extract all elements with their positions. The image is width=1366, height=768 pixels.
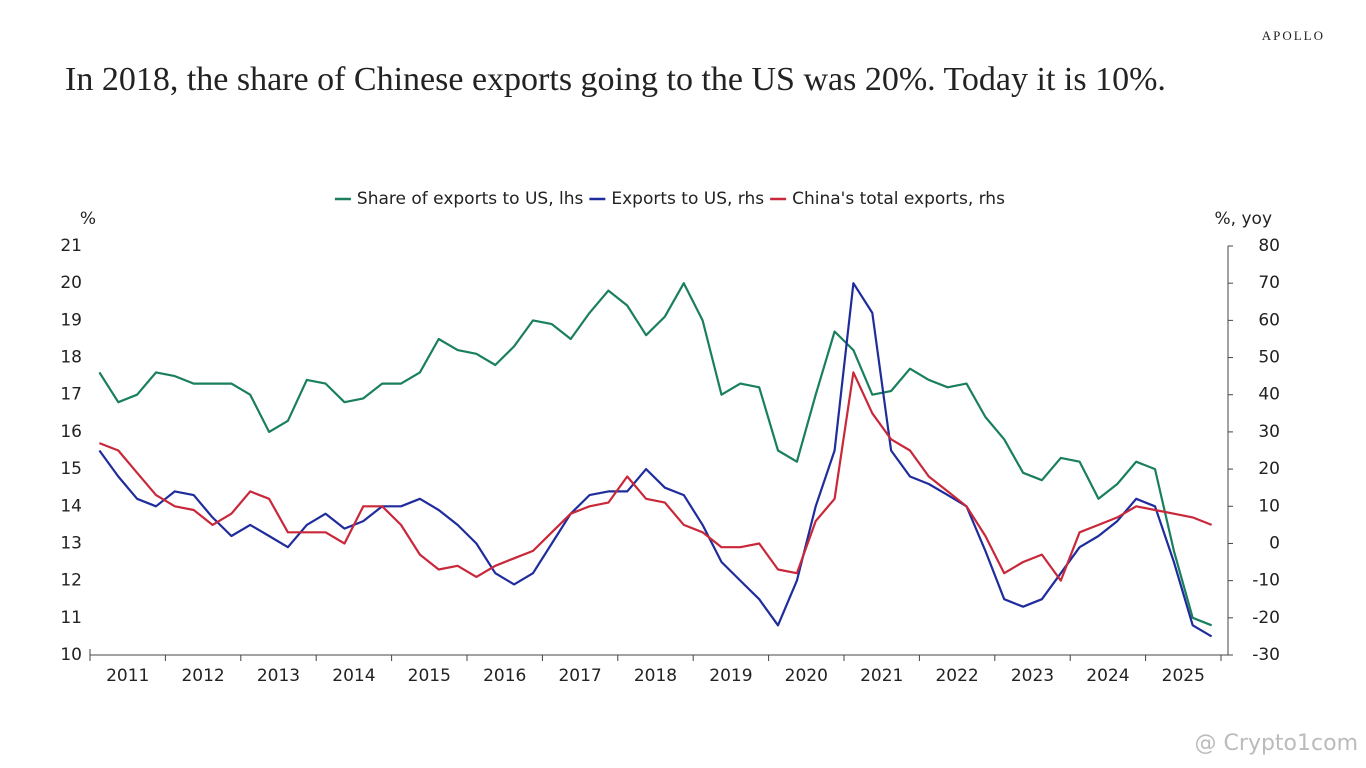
x-tick-label: 2022 <box>935 666 978 686</box>
y-axis-label: % <box>80 209 96 229</box>
x-tick-label: 2015 <box>408 666 451 686</box>
y2-tick-label: 60 <box>1258 310 1280 330</box>
y2-tick-label: 50 <box>1258 348 1280 368</box>
x-tick-label: 2017 <box>558 666 601 686</box>
y2-tick-label: -20 <box>1252 608 1280 628</box>
legend: Share of exports to US, lhs Exports to US… <box>334 189 1005 209</box>
y-tick-label: 18 <box>60 348 82 368</box>
legend-label: Exports to US, rhs <box>611 189 764 209</box>
y-tick-label: 15 <box>60 459 82 479</box>
x-tick-label: 2025 <box>1162 666 1205 686</box>
y2-tick-label: 30 <box>1258 422 1280 442</box>
x-tick-label: 2011 <box>106 666 149 686</box>
y-tick-label: 19 <box>60 310 82 330</box>
y2-tick-label: 40 <box>1258 385 1280 405</box>
x-tick-label: 2013 <box>257 666 300 686</box>
y2-tick-label: -30 <box>1252 645 1280 665</box>
series-line <box>98 282 1213 638</box>
x-tick-label: 2020 <box>785 666 828 686</box>
y-tick-label: 11 <box>60 608 82 628</box>
y-tick-label: 12 <box>60 571 82 591</box>
y2-tick-label: 0 <box>1269 533 1280 553</box>
y2-axis-label: %, yoy <box>1215 209 1272 229</box>
y2-tick-label: 20 <box>1258 459 1280 479</box>
y-tick-label: 16 <box>60 422 82 442</box>
legend-label: China's total exports, rhs <box>792 189 1005 209</box>
y2-tick-label: 10 <box>1258 496 1280 516</box>
x-tick-label: 2018 <box>634 666 677 686</box>
x-tick-label: 2012 <box>181 666 224 686</box>
y2-tick-label: 70 <box>1258 273 1280 293</box>
x-tick-label: 2021 <box>860 666 903 686</box>
series-line <box>98 282 1213 627</box>
watermark: @ Crypto1com <box>1195 731 1358 756</box>
y-tick-label: 21 <box>60 236 82 256</box>
y-tick-label: 14 <box>60 496 82 516</box>
y-tick-label: 17 <box>60 385 82 405</box>
brand: APOLLO <box>1262 28 1325 43</box>
y-tick-label: 10 <box>60 645 82 665</box>
series-line <box>98 371 1213 582</box>
x-tick-label: 2019 <box>709 666 752 686</box>
x-tick-label: 2023 <box>1011 666 1054 686</box>
y2-tick-label: -10 <box>1252 571 1280 591</box>
y2-tick-label: 80 <box>1258 236 1280 256</box>
x-tick-label: 2024 <box>1086 666 1129 686</box>
x-tick-label: 2016 <box>483 666 526 686</box>
y-tick-label: 20 <box>60 273 82 293</box>
chart-title: In 2018, the share of Chinese exports go… <box>65 61 1166 98</box>
y-tick-label: 13 <box>60 533 82 553</box>
legend-label: Share of exports to US, lhs <box>357 189 584 209</box>
x-tick-label: 2014 <box>332 666 375 686</box>
